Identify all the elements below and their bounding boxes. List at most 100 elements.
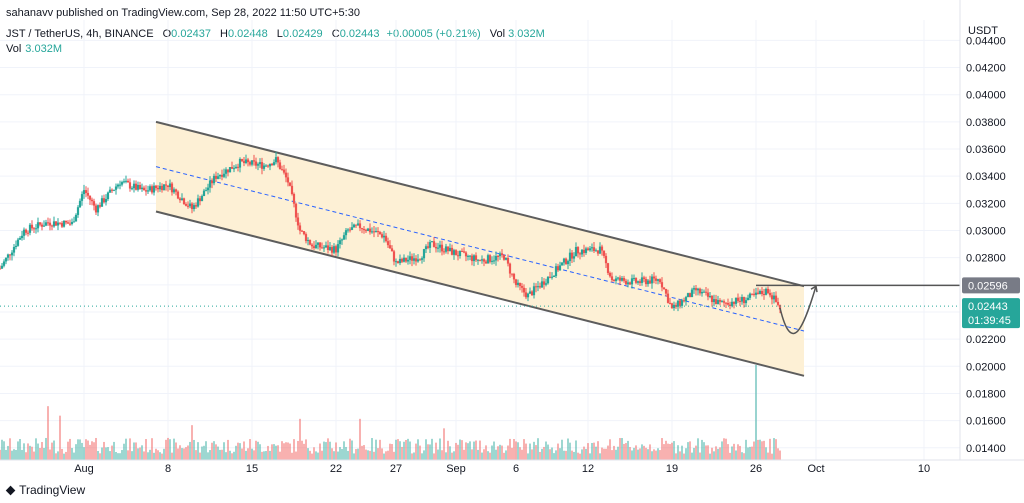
volume-bar bbox=[277, 445, 279, 460]
time-tick-label: 22 bbox=[330, 463, 342, 475]
volume-bar bbox=[709, 453, 711, 460]
candle-body bbox=[280, 169, 284, 171]
symbol-info[interactable]: JST / TetherUS, 4h, BINANCE bbox=[6, 28, 154, 40]
candle-body bbox=[150, 186, 154, 193]
volume-bar bbox=[685, 448, 687, 460]
candle-body bbox=[712, 299, 716, 303]
candle-body bbox=[664, 288, 668, 294]
volume-bar bbox=[137, 448, 139, 460]
candle-body bbox=[542, 281, 546, 285]
candle-body bbox=[94, 205, 98, 213]
volume-bar bbox=[561, 439, 563, 460]
volume-bar bbox=[157, 450, 159, 460]
volume-bar bbox=[267, 445, 269, 460]
volume-bar bbox=[289, 443, 291, 460]
volume-bar bbox=[481, 452, 483, 460]
volume-bar bbox=[25, 452, 27, 460]
volume-bar bbox=[105, 447, 107, 460]
volume-bar bbox=[299, 418, 301, 460]
candle-body bbox=[240, 158, 244, 162]
candle-body bbox=[740, 297, 744, 302]
candle-body bbox=[284, 172, 288, 178]
volume-bar bbox=[333, 451, 335, 460]
volume-bar bbox=[53, 440, 55, 460]
time-axis[interactable]: Aug 8 15 22 27 Sep 6 12 19 26 Oct 10 bbox=[0, 459, 1024, 475]
candle-body bbox=[84, 190, 88, 193]
volume-bar bbox=[621, 438, 623, 460]
brand-label: TradingView bbox=[19, 483, 86, 497]
low-label: L bbox=[276, 28, 283, 40]
volume-bar bbox=[237, 442, 239, 460]
volume-bar bbox=[497, 446, 499, 460]
candle-body bbox=[586, 248, 590, 251]
candle-body bbox=[762, 294, 766, 296]
volume-bar bbox=[777, 448, 779, 460]
volume-bar bbox=[17, 441, 19, 460]
volume-bar bbox=[363, 445, 365, 460]
volume-bar bbox=[155, 448, 157, 460]
volume-pane-value: 3.032M bbox=[25, 43, 62, 55]
volume-bar bbox=[5, 449, 7, 460]
candle-body bbox=[118, 184, 122, 186]
candle-body bbox=[758, 290, 762, 294]
volume-bar bbox=[307, 448, 309, 460]
candle-body bbox=[170, 183, 174, 193]
candle-body bbox=[342, 235, 346, 240]
volume-bar bbox=[607, 445, 609, 460]
candle-body bbox=[464, 252, 468, 257]
candle-body bbox=[250, 160, 254, 165]
volume-bar bbox=[671, 442, 673, 460]
candle-body bbox=[640, 277, 644, 283]
volume-bar bbox=[87, 440, 89, 460]
candle-body bbox=[304, 234, 308, 242]
candle-body bbox=[160, 185, 164, 191]
volume-bar bbox=[433, 453, 435, 460]
volume-bar bbox=[323, 441, 325, 460]
volume-bar bbox=[425, 439, 427, 460]
candle-body bbox=[550, 276, 554, 278]
candle-body bbox=[376, 231, 380, 233]
candle-body bbox=[724, 302, 728, 304]
candle-body bbox=[12, 246, 16, 253]
volume-bar bbox=[321, 450, 323, 460]
candle-body bbox=[760, 290, 764, 295]
candle-body bbox=[312, 246, 316, 248]
candle-body bbox=[398, 258, 402, 264]
projection-arrow-head bbox=[810, 284, 818, 293]
candle-body bbox=[374, 231, 378, 233]
candle-body bbox=[0, 268, 2, 270]
volume-bar bbox=[1, 439, 3, 460]
candle-body bbox=[310, 244, 314, 247]
volume-bar bbox=[207, 452, 209, 460]
volume-bar bbox=[203, 445, 205, 460]
price-tick-label: 0.03400 bbox=[966, 171, 1006, 183]
candle-body bbox=[736, 297, 740, 301]
candle-body bbox=[386, 241, 390, 246]
candle-body bbox=[204, 190, 208, 192]
candle-body bbox=[220, 174, 224, 177]
candle-body bbox=[676, 300, 680, 307]
candle-body bbox=[708, 295, 712, 297]
volume-bar bbox=[293, 439, 295, 460]
candle-body bbox=[770, 295, 774, 300]
candle-body bbox=[278, 162, 282, 170]
candle-body bbox=[120, 182, 124, 185]
candle-body bbox=[592, 247, 596, 251]
volume-bar bbox=[509, 438, 511, 460]
candle-body bbox=[2, 261, 6, 266]
candle-body bbox=[54, 221, 58, 226]
candle-body bbox=[110, 189, 114, 191]
candle-body bbox=[200, 196, 204, 202]
volume-bars bbox=[0, 365, 781, 460]
candle-body bbox=[528, 291, 532, 294]
candle-body bbox=[694, 288, 698, 291]
candle-body bbox=[234, 166, 238, 169]
volume-bar bbox=[351, 440, 353, 460]
candle-body bbox=[154, 185, 158, 189]
candle-body bbox=[572, 256, 576, 259]
candle-body bbox=[430, 241, 434, 243]
volume-bar bbox=[135, 442, 137, 460]
volume-bar bbox=[459, 439, 461, 460]
